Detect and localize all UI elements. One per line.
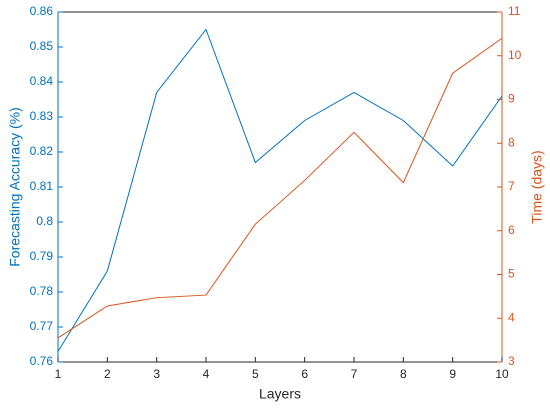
x-tick-label: 4: [203, 367, 210, 381]
x-tick-label: 2: [104, 367, 111, 381]
y2-tick-label: 4: [508, 310, 515, 324]
y2-tick-label: 9: [508, 92, 515, 106]
y-tick-label: 0.77: [30, 319, 54, 333]
x-tick-label: 10: [495, 367, 509, 381]
x-tick-label: 7: [351, 367, 358, 381]
y-axis-title: Forecasting Accuracy (%): [7, 107, 23, 267]
x-tick-label: 9: [449, 367, 456, 381]
y2-tick-label: 6: [508, 223, 515, 237]
y-tick-label: 0.85: [30, 39, 54, 53]
x-tick-label: 3: [153, 367, 160, 381]
y-tick-label: 0.79: [30, 249, 54, 263]
x-tick-label: 6: [301, 367, 308, 381]
y2-tick-label: 5: [508, 267, 515, 281]
y2-tick-label: 8: [508, 135, 515, 149]
x-tick-label: 8: [400, 367, 407, 381]
y-tick-label: 0.84: [30, 74, 54, 88]
line-series: [57, 28, 503, 352]
y-tick-label: 0.82: [30, 144, 54, 158]
y2-tick-label: 7: [508, 179, 515, 193]
y-tick-label: 0.86: [30, 4, 54, 18]
x-tick-label: 1: [55, 367, 62, 381]
line-series: [57, 37, 503, 339]
y-tick-label: 0.76: [30, 354, 54, 368]
y-tick-label: 0.81: [30, 179, 54, 193]
y2-tick-label: 10: [508, 48, 522, 62]
x-axis-title: Layers: [259, 386, 301, 402]
y2-tick-label: 11: [508, 4, 521, 18]
x-tick-label: 5: [252, 367, 259, 381]
y-tick-label: 0.83: [30, 109, 54, 123]
y-tick-label: 0.8: [36, 214, 53, 228]
y-tick-label: 0.78: [30, 284, 54, 298]
y2-axis-title: Time (days): [529, 150, 545, 223]
y2-tick-label: 3: [508, 354, 515, 368]
